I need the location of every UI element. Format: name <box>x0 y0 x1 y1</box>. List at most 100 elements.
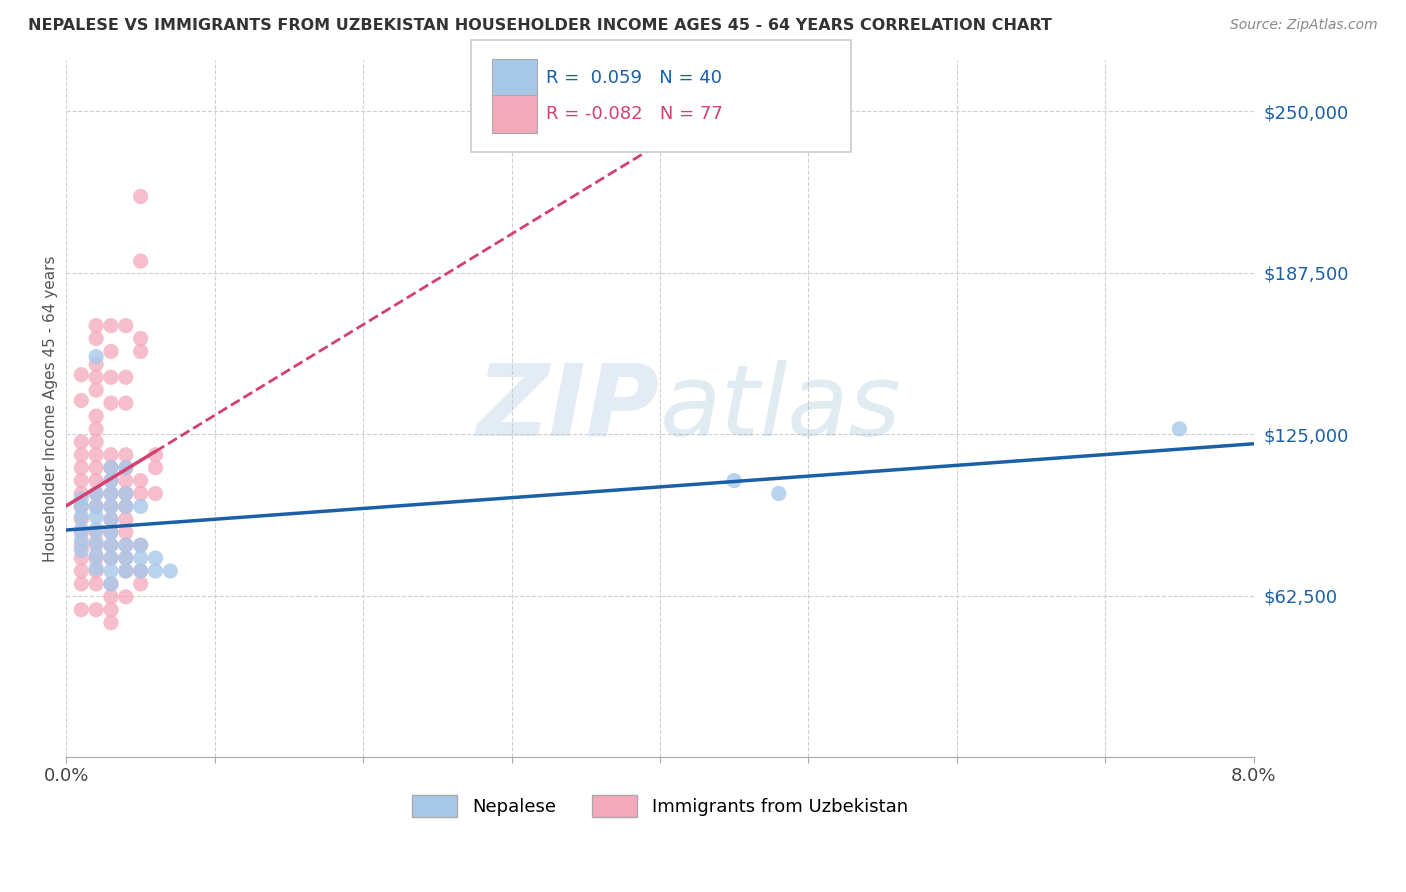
Point <box>114 590 136 604</box>
Point <box>70 500 93 514</box>
Point <box>145 448 167 462</box>
Point <box>84 486 107 500</box>
Point <box>129 551 152 566</box>
Point <box>70 603 93 617</box>
Point <box>100 318 122 333</box>
Point <box>114 448 136 462</box>
Point <box>84 448 107 462</box>
Text: NEPALESE VS IMMIGRANTS FROM UZBEKISTAN HOUSEHOLDER INCOME AGES 45 - 64 YEARS COR: NEPALESE VS IMMIGRANTS FROM UZBEKISTAN H… <box>28 18 1052 33</box>
Point <box>84 549 107 563</box>
Point <box>84 486 107 500</box>
Point <box>100 538 122 552</box>
Point <box>84 474 107 488</box>
Point <box>84 500 107 514</box>
Point <box>129 474 152 488</box>
Point <box>129 564 152 578</box>
Point <box>114 538 136 552</box>
Point <box>114 460 136 475</box>
Point <box>70 448 93 462</box>
Point <box>84 318 107 333</box>
Point <box>84 370 107 384</box>
Point <box>100 590 122 604</box>
Point <box>100 486 122 500</box>
Point <box>100 512 122 526</box>
Text: R =  0.059   N = 40: R = 0.059 N = 40 <box>546 69 721 87</box>
Point <box>129 486 152 500</box>
Point <box>100 551 122 566</box>
Point <box>114 538 136 552</box>
Point <box>114 370 136 384</box>
Point <box>100 500 122 514</box>
Point <box>114 460 136 475</box>
Point <box>70 523 93 537</box>
Point <box>70 491 93 506</box>
Point <box>114 551 136 566</box>
Point <box>100 344 122 359</box>
Point <box>129 344 152 359</box>
Point <box>114 525 136 540</box>
Point <box>145 564 167 578</box>
Text: atlas: atlas <box>659 359 901 457</box>
Text: Source: ZipAtlas.com: Source: ZipAtlas.com <box>1230 18 1378 32</box>
Point <box>145 551 167 566</box>
Point <box>100 538 122 552</box>
Point <box>84 422 107 436</box>
Point <box>114 512 136 526</box>
Point <box>114 486 136 500</box>
Point <box>70 474 93 488</box>
Point <box>70 551 93 566</box>
Point <box>84 434 107 449</box>
Text: R = -0.082   N = 77: R = -0.082 N = 77 <box>546 105 723 123</box>
Point <box>84 561 107 575</box>
Legend: Nepalese, Immigrants from Uzbekistan: Nepalese, Immigrants from Uzbekistan <box>405 789 915 824</box>
Point <box>84 332 107 346</box>
Point <box>100 370 122 384</box>
Point <box>70 509 93 524</box>
Point <box>84 500 107 514</box>
Point <box>84 564 107 578</box>
Point <box>723 474 745 488</box>
Point <box>100 551 122 566</box>
Point <box>129 538 152 552</box>
Point <box>84 383 107 397</box>
Point <box>100 474 122 488</box>
Point <box>70 543 93 558</box>
Point <box>100 564 122 578</box>
Point <box>84 523 107 537</box>
Text: ZIP: ZIP <box>477 359 659 457</box>
Point <box>129 564 152 578</box>
Point <box>70 525 93 540</box>
Point <box>1168 422 1191 436</box>
Point <box>84 509 107 524</box>
Point <box>84 409 107 423</box>
Point <box>145 460 167 475</box>
Point <box>70 393 93 408</box>
Point <box>129 254 152 268</box>
Point <box>100 460 122 475</box>
Point <box>100 512 122 526</box>
Point <box>100 577 122 591</box>
Point <box>100 500 122 514</box>
Point <box>129 538 152 552</box>
Point <box>70 500 93 514</box>
Point <box>114 486 136 500</box>
Point <box>100 615 122 630</box>
Point <box>100 460 122 475</box>
Point <box>129 189 152 203</box>
Point <box>114 318 136 333</box>
Point <box>114 500 136 514</box>
Point <box>114 564 136 578</box>
Point <box>768 486 790 500</box>
Point <box>100 486 122 500</box>
Point <box>84 525 107 540</box>
Point <box>100 396 122 410</box>
Point <box>84 350 107 364</box>
Point <box>129 577 152 591</box>
Point <box>84 357 107 371</box>
Point <box>70 533 93 547</box>
Point <box>114 500 136 514</box>
Point <box>70 564 93 578</box>
Y-axis label: Householder Income Ages 45 - 64 years: Householder Income Ages 45 - 64 years <box>44 255 58 562</box>
Point <box>114 474 136 488</box>
Point <box>70 577 93 591</box>
